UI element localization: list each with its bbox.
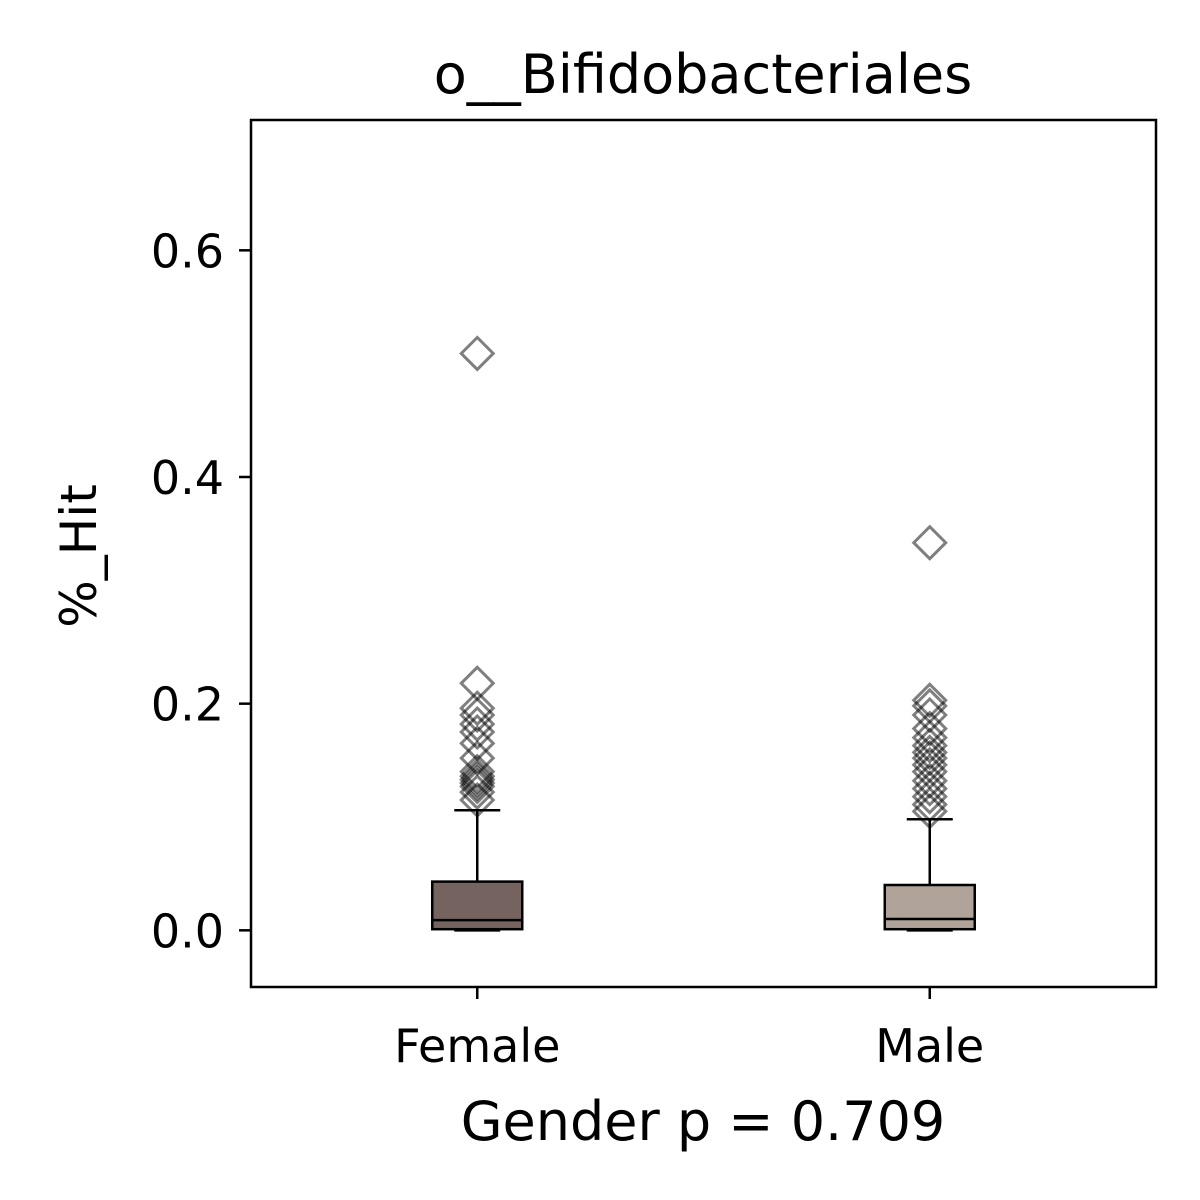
outlier-point (459, 761, 496, 798)
y-tick-label: 0.0 (151, 904, 224, 958)
x-tick-label: Female (394, 1019, 560, 1073)
outlier-point (459, 758, 496, 795)
outlier-point (459, 753, 496, 790)
outlier-point (911, 687, 948, 725)
outlier-point (459, 690, 496, 727)
outlier-point (911, 786, 948, 823)
outlier-point (911, 753, 948, 790)
chart-title: o__Bifidobacteriales (434, 43, 973, 106)
outlier-point (459, 713, 496, 751)
outlier-point (911, 793, 948, 830)
outlier-point (459, 665, 496, 702)
y-tick-label: 0.4 (151, 451, 224, 505)
box-group-female (431, 335, 524, 932)
y-axis: 0.0 0.2 0.4 0.6 (151, 224, 251, 958)
outlier-point (459, 781, 496, 819)
x-axis-label: Gender p = 0.709 (461, 1090, 946, 1153)
outlier-point (911, 710, 948, 747)
outlier-point (911, 524, 948, 561)
outlier-point (911, 682, 948, 719)
x-tick-label: Male (875, 1019, 984, 1073)
axes-frame (249, 118, 1158, 989)
x-axis: Female Male (394, 987, 984, 1073)
outlier-point (459, 739, 496, 777)
box-group-male (883, 524, 976, 932)
outlier-point (911, 770, 948, 807)
y-axis-label: %_Hit (50, 484, 108, 628)
outlier-point (911, 734, 948, 771)
outlier-point (911, 778, 948, 815)
outlier-point (459, 696, 496, 734)
iqr-box (431, 880, 524, 931)
y-tick-label: 0.6 (151, 224, 224, 278)
outlier-point (459, 335, 496, 372)
outlier-point (911, 727, 948, 764)
iqr-box (883, 883, 976, 931)
plot-area (431, 335, 976, 932)
y-tick-label: 0.2 (151, 678, 224, 732)
